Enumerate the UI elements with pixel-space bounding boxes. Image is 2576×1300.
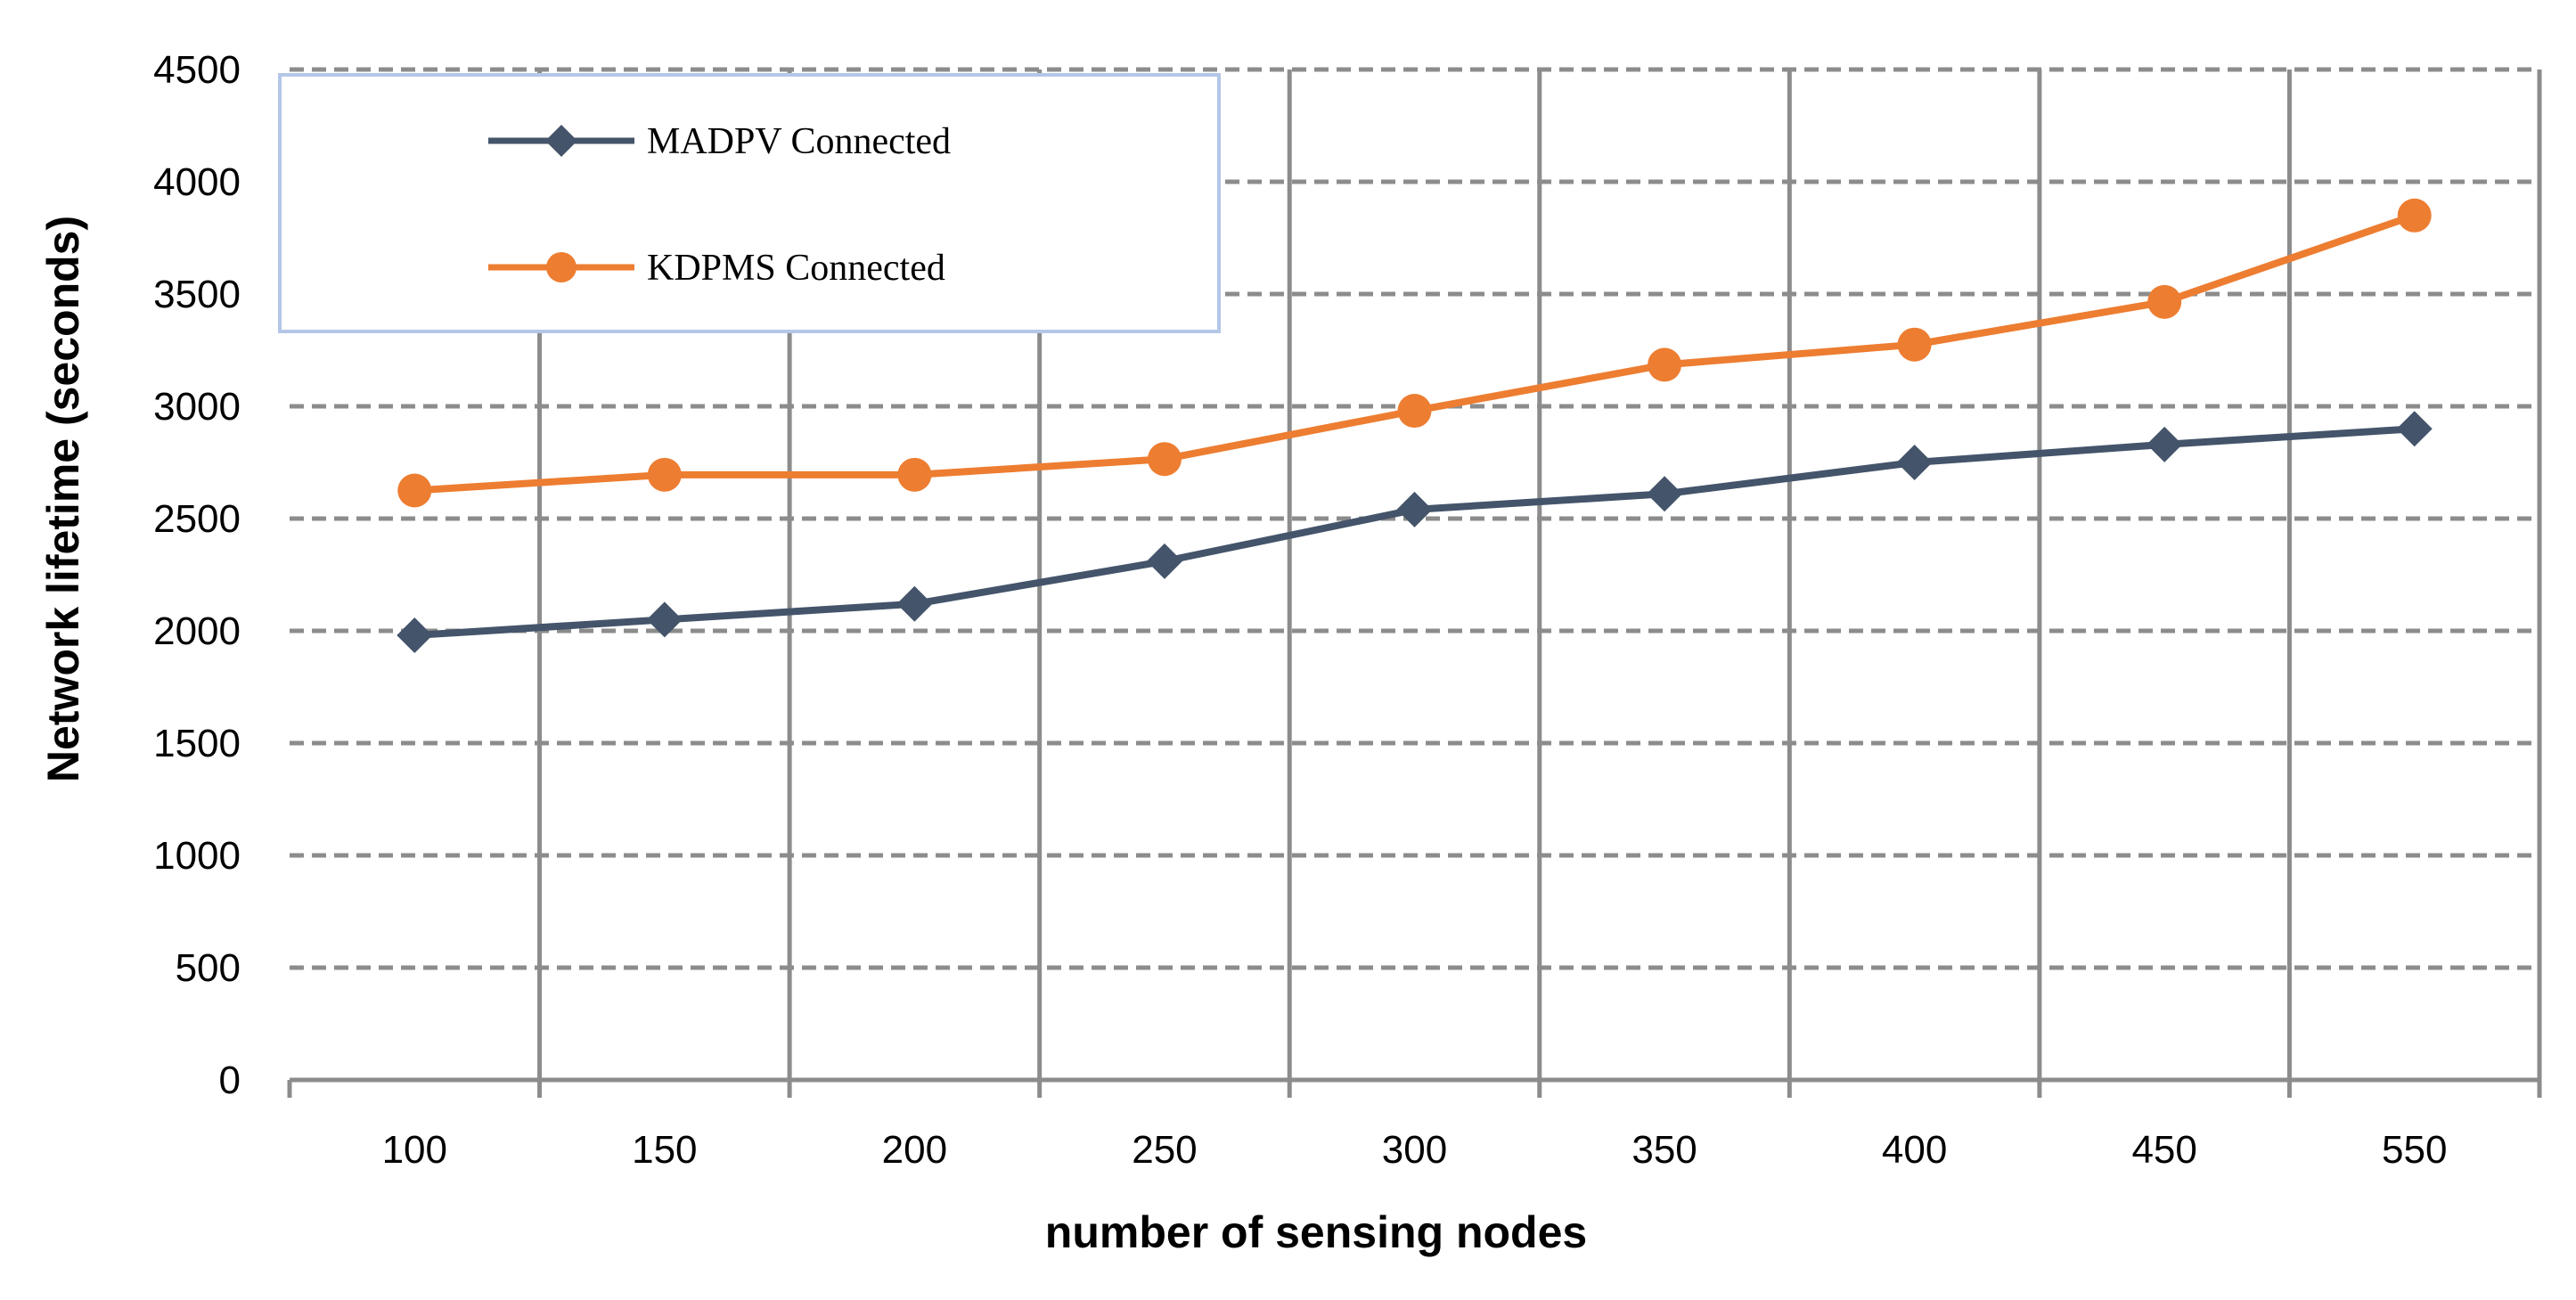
data-point-diamond: [896, 585, 933, 622]
data-point-diamond: [1146, 543, 1182, 579]
y-tick-label: 4500: [153, 48, 241, 92]
data-point-diamond: [1896, 445, 1933, 480]
series-kdpms-connected: [397, 198, 2432, 508]
legend-box: [278, 73, 1221, 333]
x-tick-label: 300: [1382, 1128, 1447, 1172]
data-point-circle: [1648, 347, 1682, 382]
y-tick-label: 2500: [153, 497, 241, 541]
x-axis-title: number of sensing nodes: [1045, 1207, 1587, 1257]
data-point-circle: [897, 457, 932, 492]
x-tick-label: 350: [1631, 1128, 1697, 1172]
data-point-circle: [647, 457, 682, 492]
legend-marker-kdpms-circle-icon: [546, 252, 577, 282]
x-tick-label: 250: [1132, 1128, 1197, 1172]
data-point-diamond: [2147, 426, 2183, 462]
x-tick-labels: 100 150 200 250 300 350 400 450 550: [382, 1128, 2448, 1172]
data-point-diamond: [1647, 476, 1683, 512]
y-tick-label: 3500: [153, 273, 241, 316]
y-tick-label: 0: [219, 1059, 241, 1102]
x-tick-label: 550: [2382, 1128, 2447, 1172]
data-point-diamond: [646, 601, 683, 638]
series-layer: [397, 198, 2433, 654]
y-tick-label: 4000: [153, 160, 241, 204]
data-point-circle: [2397, 198, 2432, 233]
data-point-circle: [397, 473, 432, 508]
legend: MADPV Connected KDPMS Connected: [278, 73, 1221, 333]
series-madpv-connected: [397, 411, 2433, 654]
y-tick-label: 1500: [153, 722, 241, 765]
data-point-diamond: [2396, 411, 2433, 447]
x-tick-label: 150: [632, 1128, 697, 1172]
x-tick-label: 200: [882, 1128, 947, 1172]
y-tick-label: 2000: [153, 609, 241, 653]
y-axis-title: Network lifetime (seconds): [38, 216, 88, 782]
y-tick-labels: 0 500 1000 1500 2000 2500 3000 3500 4000 4500: [153, 48, 241, 1102]
legend-marker-madpv-diamond-icon: [545, 125, 577, 157]
y-tick-label: 3000: [153, 385, 241, 429]
data-point-diamond: [397, 617, 433, 654]
data-point-circle: [2147, 284, 2182, 319]
axes: [287, 1077, 2542, 1098]
x-tick-label: 450: [2131, 1128, 2196, 1172]
y-tick-label: 1000: [153, 834, 241, 878]
x-tick-label: 100: [382, 1128, 447, 1172]
legend-label-kdpms: KDPMS Connected: [647, 248, 945, 289]
data-point-circle: [1897, 327, 1932, 362]
y-tick-label: 500: [176, 946, 241, 990]
data-point-circle: [1147, 442, 1182, 477]
data-point-circle: [1397, 394, 1432, 429]
data-point-diamond: [1396, 491, 1433, 527]
x-tick-label: 400: [1882, 1128, 1947, 1172]
legend-label-madpv: MADPV Connected: [647, 121, 951, 162]
